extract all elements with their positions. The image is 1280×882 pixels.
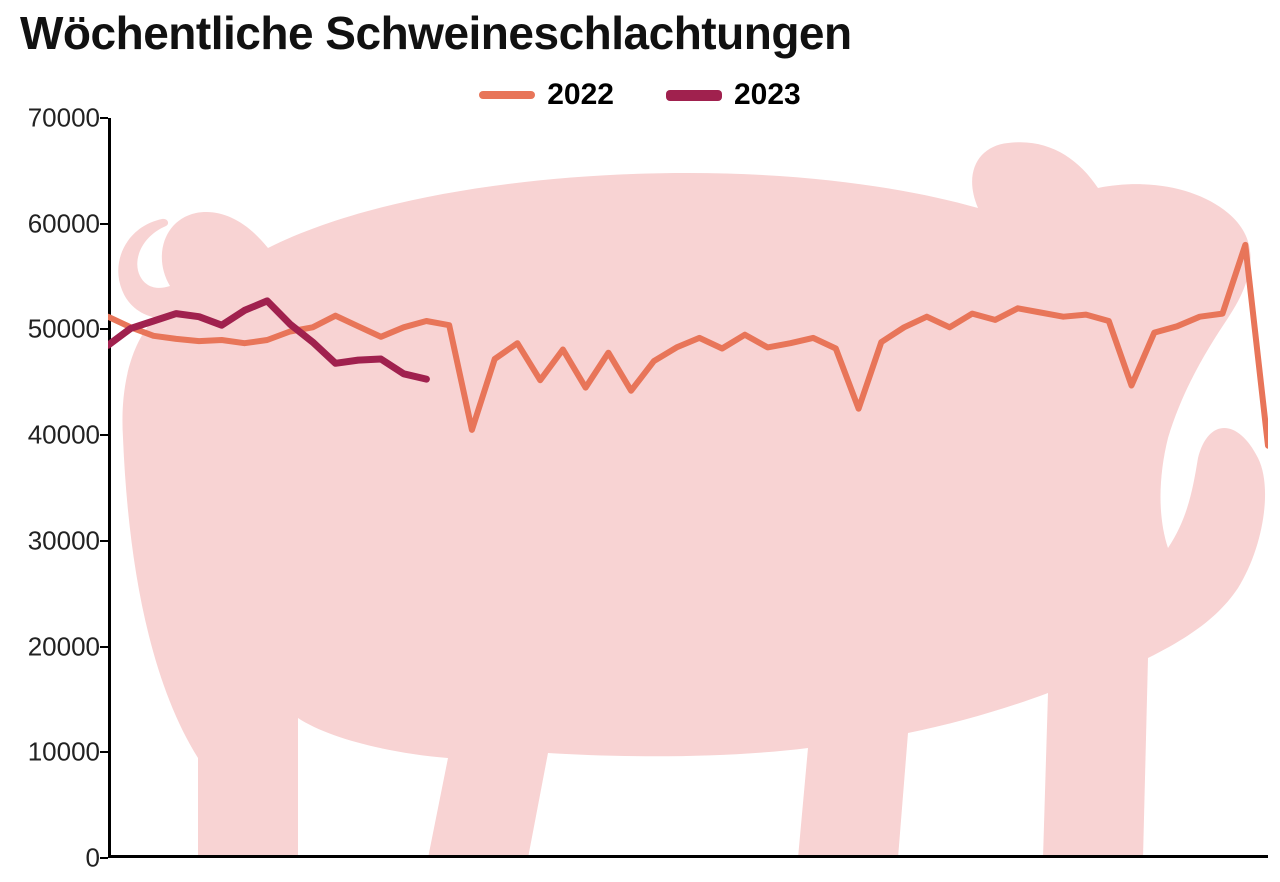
ytick-label: 60000 bbox=[28, 208, 100, 239]
legend-label-2022: 2022 bbox=[547, 78, 614, 112]
ytick-mark bbox=[100, 857, 108, 859]
ytick-label: 50000 bbox=[28, 314, 100, 345]
ytick-label: 0 bbox=[86, 843, 100, 874]
legend-label-2023: 2023 bbox=[734, 78, 801, 112]
line-2022 bbox=[108, 245, 1268, 446]
legend-swatch-2022 bbox=[479, 91, 535, 99]
chart-legend: 2022 2023 bbox=[0, 78, 1280, 112]
ytick-mark bbox=[100, 751, 108, 753]
ytick-label: 10000 bbox=[28, 737, 100, 768]
plot-area: 010000200003000040000500006000070000 bbox=[108, 118, 1268, 858]
chart-title: Wöchentliche Schweineschlachtungen bbox=[20, 6, 852, 60]
ytick-mark bbox=[100, 223, 108, 225]
ytick-mark bbox=[100, 328, 108, 330]
ytick-mark bbox=[100, 540, 108, 542]
chart-container: Wöchentliche Schweineschlachtungen 2022 … bbox=[0, 0, 1280, 882]
legend-swatch-2023 bbox=[666, 90, 722, 101]
ytick-mark bbox=[100, 117, 108, 119]
legend-item-2022: 2022 bbox=[479, 78, 614, 112]
ytick-label: 70000 bbox=[28, 103, 100, 134]
legend-item-2023: 2023 bbox=[666, 78, 801, 112]
ytick-label: 20000 bbox=[28, 631, 100, 662]
ytick-label: 40000 bbox=[28, 420, 100, 451]
ytick-mark bbox=[100, 646, 108, 648]
ytick-mark bbox=[100, 434, 108, 436]
data-lines bbox=[108, 118, 1268, 858]
ytick-label: 30000 bbox=[28, 525, 100, 556]
